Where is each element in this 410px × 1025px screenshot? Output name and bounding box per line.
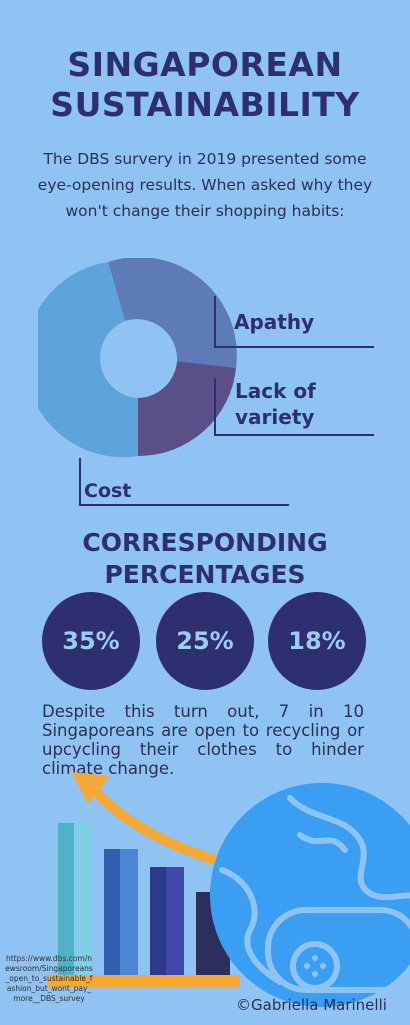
slice-lack-of-variety bbox=[138, 361, 236, 457]
slice-cost bbox=[38, 262, 138, 458]
label-variety-line-1: Lack of bbox=[235, 379, 316, 403]
intro-text: The DBS survery in 2019 presented some e… bbox=[37, 150, 373, 220]
bar-3 bbox=[150, 867, 166, 977]
leader-line-variety-h bbox=[214, 434, 374, 436]
leader-line-apathy-v bbox=[214, 296, 216, 348]
leader-line-variety-v bbox=[214, 378, 216, 436]
illustration bbox=[48, 772, 410, 1007]
leader-line-apathy-h bbox=[214, 346, 374, 348]
donut-chart bbox=[38, 258, 237, 458]
body-paragraph: Despite this turn out, 7 in 10 Singapore… bbox=[42, 702, 364, 778]
copyright: ©Gabriella Marinelli bbox=[236, 996, 387, 1014]
percentage-circle-2: 25% bbox=[156, 592, 254, 690]
source-url: https://www.dbs.com/newsroom/Singaporean… bbox=[5, 954, 93, 1003]
percentage-circle-1: 35% bbox=[42, 592, 140, 690]
bar-1 bbox=[58, 823, 74, 977]
slice-apathy bbox=[108, 258, 237, 368]
chart-base bbox=[48, 975, 240, 987]
growth-arrow bbox=[90, 785, 227, 867]
subtitle-line-2: PERCENTAGES bbox=[104, 560, 306, 589]
leader-line-cost-v bbox=[79, 458, 81, 506]
title-line-2: SUSTAINABILITY bbox=[50, 85, 360, 124]
leader-line-cost-h bbox=[79, 504, 289, 506]
label-apathy: Apathy bbox=[234, 310, 315, 334]
percentage-circle-3: 18% bbox=[268, 592, 366, 690]
bar-2 bbox=[104, 849, 120, 977]
title-line-1: SINGAPOREAN bbox=[67, 45, 343, 84]
globe-icon bbox=[210, 783, 410, 1007]
subtitle-line-1: CORRESPONDING bbox=[82, 528, 328, 557]
label-cost: Cost bbox=[84, 480, 132, 502]
label-variety-line-2: variety bbox=[235, 405, 315, 429]
